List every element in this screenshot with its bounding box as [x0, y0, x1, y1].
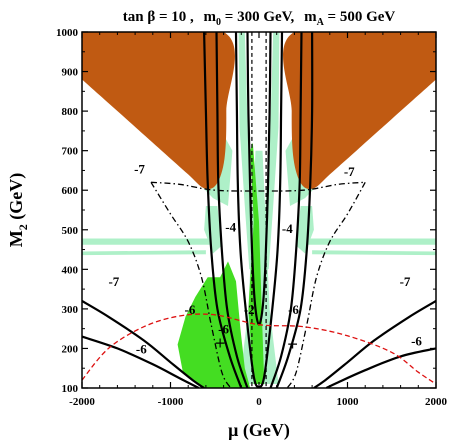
contour-7-lower-left	[82, 300, 205, 388]
excluded-region-right	[283, 32, 436, 190]
y-tick-label: 100	[62, 383, 79, 395]
x-tick-label: 2000	[425, 396, 448, 408]
y-axis-title: M2 (GeV)	[6, 173, 30, 247]
contour-lines	[82, 32, 436, 388]
title-tanb: tan β = 10 ,	[123, 9, 194, 25]
title-mA: m	[304, 9, 317, 25]
allowed-band	[82, 238, 215, 245]
allowed-band	[82, 250, 206, 256]
contour-label: -6	[411, 334, 422, 349]
contour-labels: -7 -7 -4 -4 -7 -7 -2 -6 -6 -6 -6 -6	[108, 161, 422, 356]
contour-label: -6	[136, 341, 147, 356]
contour-7-right	[275, 32, 314, 388]
contour-6-right	[269, 32, 303, 388]
point-marker: +	[214, 336, 226, 352]
contour-4-right	[257, 32, 284, 388]
contour-4-left	[234, 32, 261, 388]
contour-label: -2	[244, 302, 255, 317]
dash-dot-contour-top	[150, 181, 366, 192]
y-tick-label: 900	[62, 67, 79, 79]
y-tick-label: 400	[62, 264, 79, 276]
excluded-region-left	[82, 32, 235, 190]
x-tick-label: -2000	[69, 396, 95, 408]
y-tick-label: 500	[62, 225, 79, 237]
dash-dot-contour-left	[150, 181, 232, 388]
contour-label: -4	[225, 220, 236, 235]
contour-label: -7	[400, 274, 411, 289]
title-mA-sub: A	[317, 17, 325, 28]
y-tick-label: 300	[62, 304, 79, 316]
x-axis-title: μ (GeV)	[228, 420, 290, 441]
contour-6-lower-left	[82, 335, 200, 388]
cosmological-region	[177, 261, 251, 388]
contour-6-left	[215, 32, 249, 388]
y-axis-title-unit: (GeV)	[6, 173, 27, 224]
y-tick-label: 800	[62, 106, 79, 118]
contour-label: -6	[185, 302, 196, 317]
y-axis-title-sub: 2	[16, 224, 30, 230]
red-dashed-contour	[82, 313, 436, 385]
y-axis-title-main: M	[6, 230, 26, 247]
contour-7-lower-right	[313, 300, 436, 388]
contour-label: -6	[218, 322, 229, 337]
x-tick-label: 0	[256, 396, 262, 408]
title-mA-val: = 500 GeV	[324, 9, 396, 25]
axis-ticks: -2000 -1000 0 1000 2000 100 200 300 400 500 600 700…	[56, 27, 448, 408]
contour-label: -6	[288, 302, 299, 317]
point-marker: +	[287, 336, 299, 352]
x-tick-label: -1000	[158, 396, 184, 408]
contour-label: -7	[134, 161, 145, 176]
contour-6-lower-right	[325, 347, 436, 388]
y-tick-label: 1000	[56, 27, 79, 39]
title-m0: m	[204, 9, 217, 25]
point-markers: + +	[214, 336, 298, 353]
allowed-band	[303, 238, 436, 245]
title-m0-val: = 300 GeV,	[221, 9, 295, 25]
chart-title: tan β = 10 , m0 = 300 GeV, mA = 500 GeV	[123, 9, 396, 28]
contour-label: -7	[344, 164, 355, 179]
y-tick-label: 700	[62, 146, 79, 158]
x-tick-label: 1000	[337, 396, 360, 408]
y-tick-label: 600	[62, 185, 79, 197]
dash-dot-contour-right	[286, 181, 366, 388]
contour-7-left	[203, 32, 243, 388]
contour-label: -4	[282, 221, 293, 236]
title-m0-sub: 0	[216, 17, 221, 28]
y-tick-label: 200	[62, 343, 79, 355]
allowed-band	[312, 250, 436, 256]
contour-label: -7	[108, 274, 119, 289]
